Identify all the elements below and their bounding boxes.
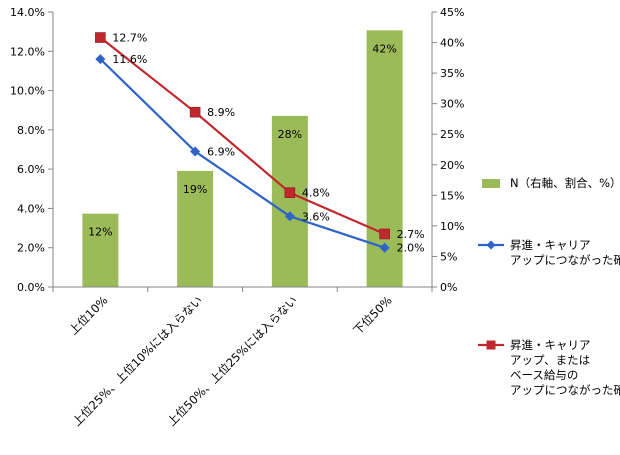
- line-label-1-4: 2.0%: [397, 242, 425, 255]
- legend-line: 昇進・キャリア: [510, 238, 591, 252]
- left-tick-label: 0.0%: [17, 281, 45, 294]
- series-line-2: [99, 36, 386, 235]
- legend-square-icon: [486, 340, 496, 350]
- bar-1: [82, 213, 119, 287]
- square-marker-2: [189, 106, 201, 118]
- left-tick-label: 4.0%: [17, 202, 45, 215]
- legend: N（右軸、割合、%）昇進・キャリアアップにつながった確率昇進・キャリアアップ、ま…: [478, 176, 620, 397]
- line-label-1-3: 3.6%: [302, 210, 330, 223]
- x-tick-label-4: 下位50%: [351, 293, 395, 337]
- legend-label-2: 昇進・キャリアアップ、またはベース給与のアップにつながった確率: [510, 338, 620, 397]
- diamond-marker-3: [284, 211, 295, 222]
- legend-line: アップにつながった確率: [510, 253, 620, 267]
- left-tick-label: 8.0%: [17, 124, 45, 137]
- data-labels: 12% 19% 28% 42% 11.6% 6.9% 3.6% 2.0% 12.7% 8.9% 4.…: [88, 32, 424, 255]
- legend-line: アップ、または: [510, 353, 590, 367]
- legend-label-1: 昇進・キャリアアップにつながった確率: [510, 238, 620, 267]
- right-tick-label: 10%: [440, 220, 464, 233]
- left-tick-label: 14.0%: [10, 6, 45, 19]
- right-tick-label: 5%: [440, 250, 457, 263]
- bar-label-4: 42%: [372, 42, 396, 55]
- left-tick-label: 10.0%: [10, 85, 45, 98]
- left-tick-label: 6.0%: [17, 163, 45, 176]
- right-tick-label: 35%: [440, 67, 464, 80]
- x-tick-label-1: 上位10%: [66, 293, 110, 337]
- line-label-1-1: 11.6%: [112, 53, 147, 66]
- legend-swatch-bar: [482, 179, 500, 188]
- bar-2: [177, 170, 214, 287]
- bar-3: [271, 115, 308, 287]
- right-tick-label: 0%: [440, 281, 457, 294]
- line-label-2-4: 2.7%: [397, 228, 425, 241]
- square-marker-4: [379, 228, 390, 240]
- legend-line: ベース給与の: [510, 368, 578, 382]
- series-line-1: [99, 58, 385, 249]
- legend-line: 昇進・キャリア: [510, 338, 591, 352]
- legend-label-0: N（右軸、割合、%）: [510, 176, 620, 190]
- bar-label-1: 12%: [88, 226, 112, 239]
- line-label-2-3: 4.8%: [302, 187, 330, 200]
- right-tick-label: 15%: [440, 189, 464, 202]
- line-label-2-2: 8.9%: [207, 106, 235, 119]
- right-tick-label: 40%: [440, 37, 464, 50]
- legend-diamond-icon: [486, 240, 496, 250]
- legend-line: アップにつながった確率: [510, 383, 620, 397]
- right-tick-label: 25%: [440, 128, 464, 141]
- right-tick-label: 20%: [440, 159, 464, 172]
- left-tick-label: 12.0%: [10, 45, 45, 58]
- left-tick-label: 2.0%: [17, 242, 45, 255]
- diamond-marker-4: [379, 242, 390, 253]
- diamond-marker-2: [190, 146, 201, 157]
- bar-label-3: 28%: [278, 128, 302, 141]
- square-marker-3: [284, 187, 296, 199]
- right-tick-label: 45%: [440, 6, 464, 19]
- diamond-marker-1: [95, 54, 106, 65]
- legend-line: N（右軸、割合、%）: [510, 176, 620, 190]
- line-label-2-1: 12.7%: [112, 32, 147, 45]
- bar-group: [82, 30, 403, 287]
- right-tick-label: 30%: [440, 98, 464, 111]
- bar-label-2: 19%: [183, 183, 207, 196]
- square-marker-1: [95, 32, 106, 43]
- line-label-1-2: 6.9%: [207, 145, 235, 158]
- line-group: [95, 32, 390, 253]
